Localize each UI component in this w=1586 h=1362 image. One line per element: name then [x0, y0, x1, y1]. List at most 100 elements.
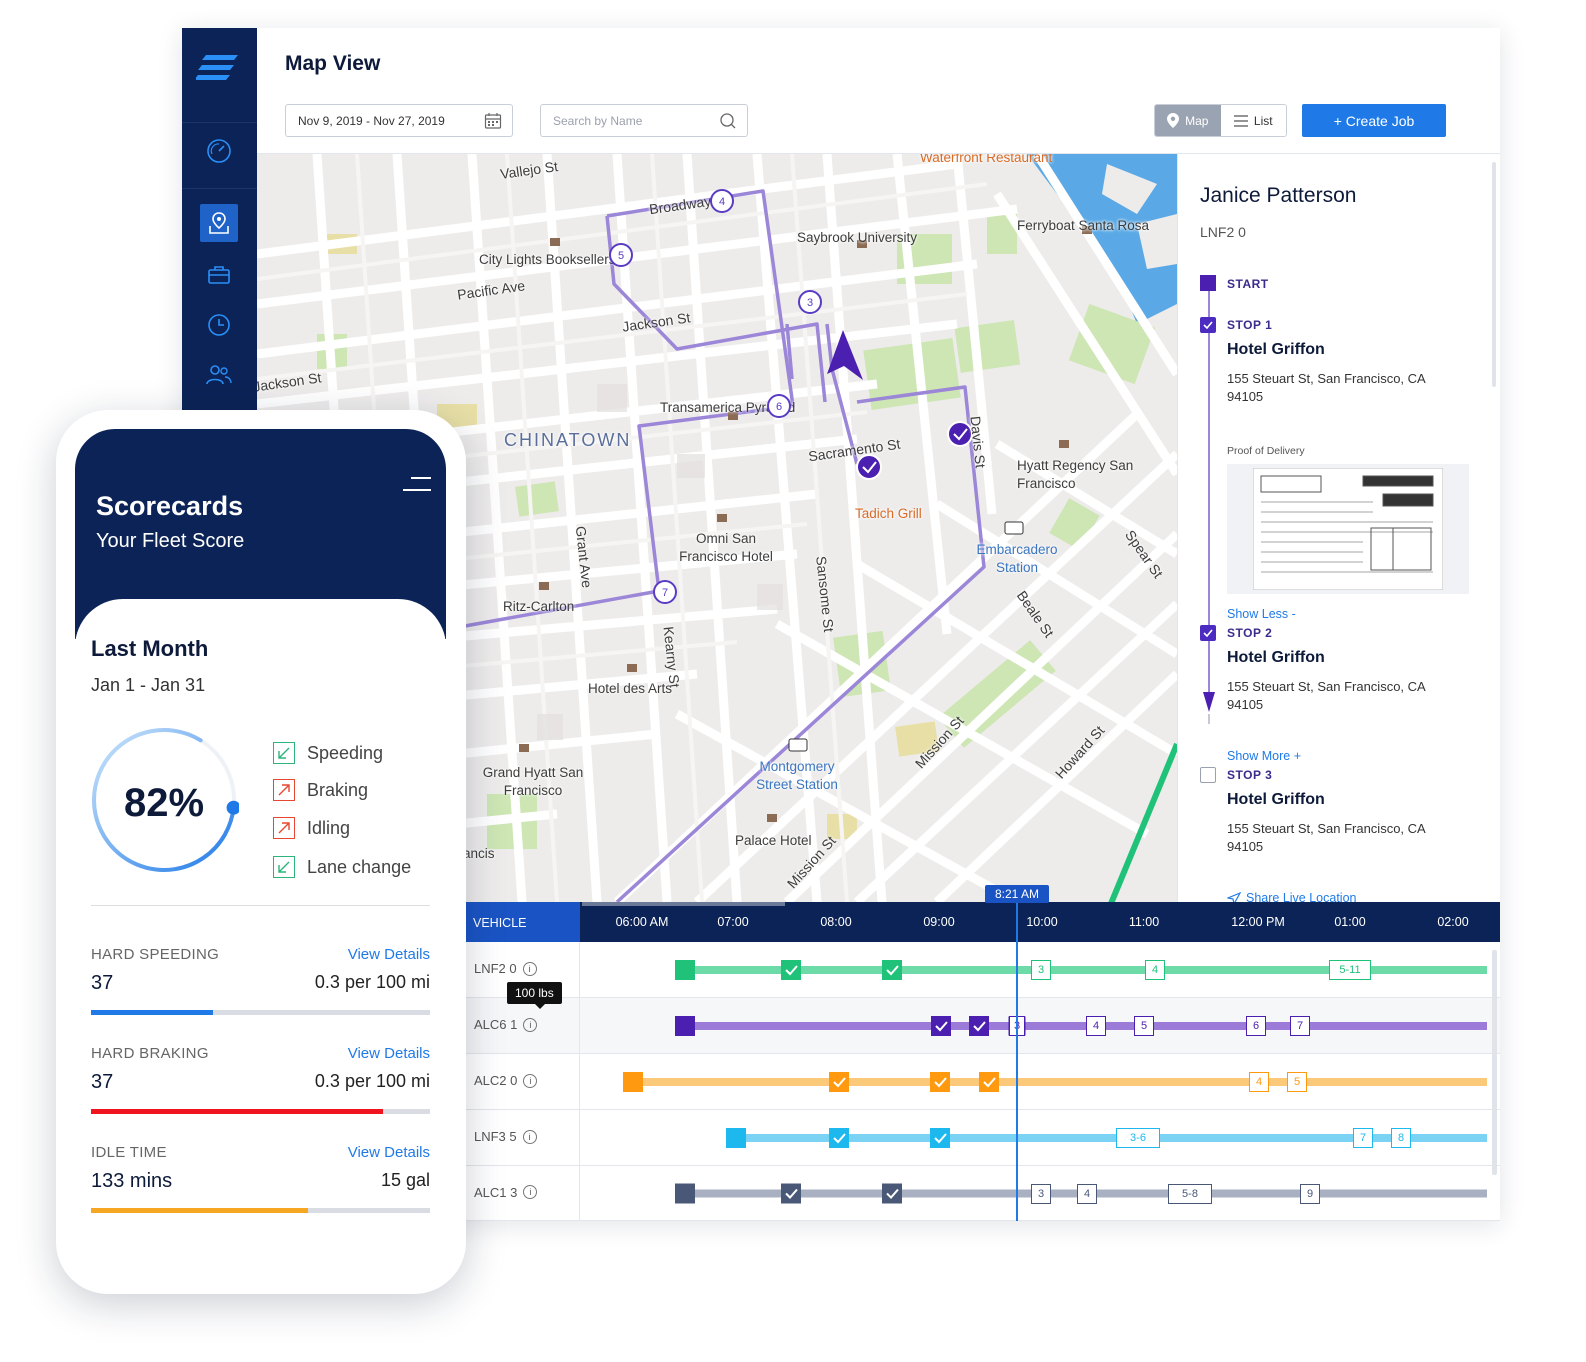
view-details-link[interactable]: View Details [347, 946, 430, 963]
route-track [675, 1183, 1487, 1204]
idle-time-bar [91, 1208, 430, 1213]
current-time-line[interactable] [1016, 902, 1018, 1221]
pending-stop[interactable]: 5-8 [1168, 1183, 1212, 1204]
pending-stop[interactable]: 8 [1391, 1128, 1411, 1148]
info-icon[interactable]: i [523, 1073, 538, 1088]
stat-rate: 0.3 per 100 mi [314, 972, 430, 992]
vehicle-name[interactable]: ALC1 3 i [474, 1185, 538, 1200]
map-pin-icon[interactable] [200, 204, 238, 242]
place-label: Ritz-Carlton [503, 599, 575, 614]
view-details-link[interactable]: View Details [347, 1144, 430, 1161]
share-live-location-link[interactable]: Share Live Location [1227, 891, 1357, 902]
metric-lane-change: Lane change [273, 856, 411, 878]
pending-stop[interactable]: 5 [1287, 1072, 1307, 1092]
place-label: Omni San Francisco Hotel [679, 531, 773, 564]
search-input[interactable] [553, 113, 713, 128]
users-icon[interactable] [200, 356, 238, 394]
map-tab-label: Map [1185, 113, 1209, 128]
pending-stop[interactable]: 7 [1290, 1016, 1310, 1036]
stop-1-label: STOP 1 [1227, 318, 1273, 332]
stop-1-checkbox[interactable] [1200, 317, 1216, 333]
weight-tooltip: 100 lbs [507, 982, 562, 1009]
pending-stop[interactable]: 4 [1077, 1183, 1097, 1204]
time-tick: 02:00 [1437, 915, 1469, 929]
speedometer-icon[interactable] [200, 132, 238, 170]
pending-stop[interactable]: 4 [1145, 960, 1165, 980]
trend-up-icon [273, 817, 295, 839]
vehicle-cell [465, 1054, 580, 1109]
stop-2-checkbox[interactable] [1200, 625, 1216, 641]
start-label: START [1227, 277, 1269, 291]
time-tick: 08:00 [820, 915, 852, 929]
pending-stop[interactable]: 6 [1246, 1016, 1266, 1036]
app-logo[interactable] [196, 52, 242, 84]
stat-value: 133 mins [91, 1170, 173, 1192]
timeline-row[interactable]: LNF2 0 i 3 4 5-11 [465, 942, 1500, 998]
stat-rate: 15 gal [380, 1170, 430, 1190]
timeline-scroll-indicator[interactable] [582, 902, 785, 906]
metric-label: Braking [307, 779, 369, 800]
vehicle-name[interactable]: LNF2 0 i [474, 961, 537, 976]
completed-stop-check [781, 960, 801, 980]
timeline-row[interactable]: ALC6 1i34567 [465, 998, 1500, 1054]
metric-idling: Idling [273, 817, 350, 839]
create-job-button[interactable]: + Create Job [1302, 104, 1446, 137]
info-icon[interactable]: i [522, 1129, 537, 1144]
stop-3-checkbox[interactable] [1200, 767, 1216, 783]
vehicle-name[interactable]: LNF3 5 i [474, 1129, 537, 1144]
stop-marker-number: 3 [807, 297, 813, 309]
show-more-link[interactable]: Show More + [1227, 749, 1301, 763]
send-icon [1227, 891, 1241, 902]
map-view-tab[interactable]: Map [1155, 105, 1221, 136]
timeline-row[interactable]: LNF3 5 i 3-6 7 8 [465, 1110, 1500, 1166]
trend-up-icon [273, 779, 295, 801]
proof-of-delivery-image[interactable] [1227, 464, 1469, 594]
pending-stop[interactable]: 3 [1031, 960, 1051, 980]
info-icon[interactable]: i [523, 1185, 538, 1199]
metric-braking: Braking [273, 779, 368, 801]
search-box [540, 104, 748, 137]
menu-icon[interactable] [401, 473, 431, 495]
stop-1-name: Hotel Griffon [1227, 341, 1325, 358]
route-track [623, 1072, 1487, 1092]
list-view-tab[interactable]: List [1220, 105, 1286, 136]
fleet-score-gauge [92, 728, 239, 872]
pending-stop[interactable]: 4 [1249, 1072, 1269, 1092]
pending-stop[interactable]: 4 [1086, 1016, 1106, 1036]
vehicle-name[interactable]: ALC6 1 i [474, 1017, 538, 1032]
vehicle-name[interactable]: ALC2 0 i [474, 1073, 538, 1088]
time-tick: 12:00 PM [1231, 915, 1285, 929]
info-icon[interactable]: i [522, 961, 537, 976]
date-range-picker[interactable]: Nov 9, 2019 - Nov 27, 2019 [285, 104, 513, 137]
completed-stop-check [882, 1183, 902, 1204]
pending-stop[interactable]: 3 [1031, 1183, 1051, 1204]
clock-icon[interactable] [200, 306, 238, 344]
pending-stop[interactable]: 3-6 [1116, 1128, 1160, 1148]
start-marker [1200, 275, 1216, 291]
completed-stop-markers [856, 421, 973, 480]
pending-stop[interactable]: 5-11 [1329, 960, 1371, 980]
stat-value: 37 [91, 972, 114, 994]
timeline-scrollbar[interactable] [1492, 950, 1497, 1175]
briefcase-icon[interactable] [200, 256, 238, 294]
timeline-row[interactable]: ALC1 3 i 3 4 5-8 9 [465, 1166, 1500, 1221]
panel-scrollbar[interactable] [1492, 162, 1496, 387]
list-icon [1233, 114, 1248, 127]
show-less-link[interactable]: Show Less - [1227, 607, 1296, 621]
completed-stop-check [969, 1016, 989, 1036]
start-point [726, 1128, 746, 1148]
pending-stop[interactable]: 7 [1353, 1128, 1373, 1148]
view-details-link[interactable]: View Details [347, 1045, 430, 1062]
stat-label: IDLE TIME [91, 1144, 167, 1161]
transit-label: Embarcadero Station [976, 542, 1058, 575]
metric-label: Lane change [307, 856, 412, 877]
pending-stop[interactable]: 5 [1134, 1016, 1154, 1036]
pending-stop[interactable]: 9 [1300, 1183, 1320, 1204]
info-icon[interactable]: i [523, 1017, 538, 1032]
transit-line-green [1108, 742, 1177, 902]
stop-2-name: Hotel Griffon [1227, 649, 1325, 666]
start-point [623, 1072, 643, 1092]
share-live-location-label: Share Live Location [1246, 891, 1357, 902]
search-icon[interactable] [719, 112, 737, 130]
